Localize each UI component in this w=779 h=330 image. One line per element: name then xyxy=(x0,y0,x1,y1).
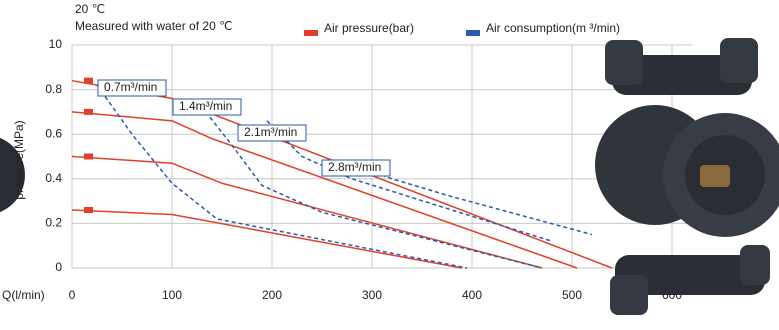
legend-swatch xyxy=(304,30,318,36)
annotation-box xyxy=(321,159,391,177)
y-tick-label: 0.4 xyxy=(45,171,62,185)
y-tick-label: 0.8 xyxy=(45,82,62,96)
pump-image xyxy=(595,38,779,315)
x-axis-label: Q(l/min) xyxy=(2,288,45,302)
legend-swatch xyxy=(466,30,480,36)
y-tick-label: 0.6 xyxy=(45,126,62,140)
x-tick-label: 300 xyxy=(362,288,382,302)
legend-label: Air consumption(m ³/min) xyxy=(486,21,620,35)
start-marker xyxy=(84,207,93,214)
pump-edge xyxy=(0,137,25,213)
annotation: 0.7m³/min xyxy=(104,80,157,94)
series-line xyxy=(341,160,593,236)
x-tick-label: 0 xyxy=(69,288,76,302)
y-axis-label: pressure(MPa) xyxy=(12,120,26,199)
subtitle: Measured with water of 20 ℃ xyxy=(75,19,233,33)
start-marker xyxy=(84,153,93,160)
y-tick-label: 10 xyxy=(49,37,63,51)
x-tick-label: 100 xyxy=(162,288,182,302)
annotation: 1.4m³/min xyxy=(179,99,232,113)
series-line xyxy=(71,209,463,269)
y-tick-label: 0.2 xyxy=(45,216,62,230)
start-marker xyxy=(84,77,93,84)
series-line xyxy=(71,155,543,269)
annotation: 2.8m³/min xyxy=(328,160,381,174)
annotation: 2.1m³/min xyxy=(244,125,297,139)
series-line xyxy=(71,111,578,269)
x-tick-label: 400 xyxy=(462,288,482,302)
annotation-box xyxy=(97,79,167,97)
start-marker xyxy=(84,108,93,115)
x-tick-label: 500 xyxy=(562,288,582,302)
header: 20 ℃ xyxy=(75,2,105,16)
annotation-box xyxy=(172,98,242,116)
x-tick-label: 200 xyxy=(262,288,282,302)
series-line xyxy=(196,100,543,269)
annotation-box xyxy=(237,124,307,142)
y-tick-label: 0 xyxy=(55,260,62,274)
legend-label: Air pressure(bar) xyxy=(324,21,414,35)
series-line xyxy=(96,84,468,269)
